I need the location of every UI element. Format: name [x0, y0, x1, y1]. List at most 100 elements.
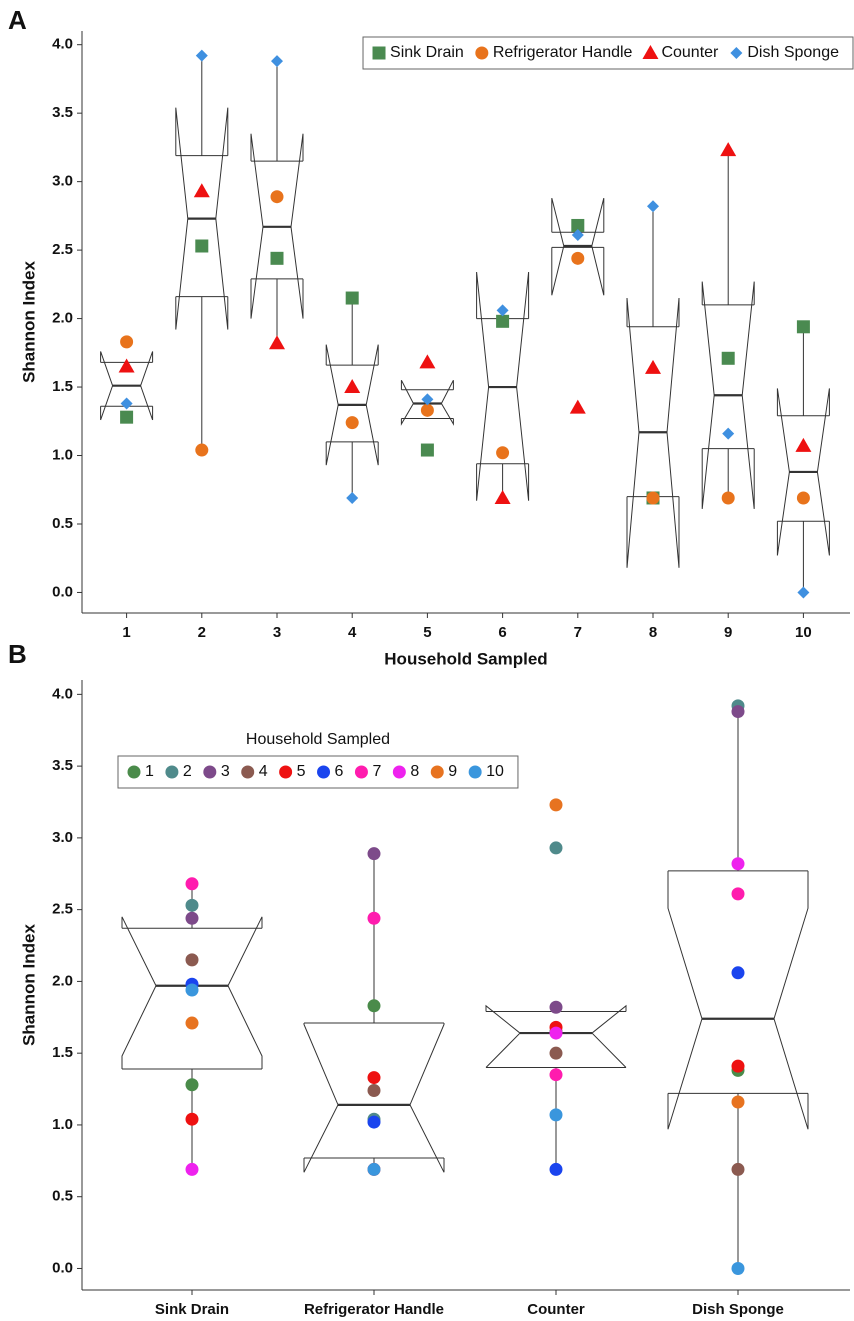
- point: [367, 999, 381, 1013]
- point: [571, 229, 584, 242]
- x-tick-label: Counter: [527, 1301, 585, 1318]
- legend-label: 6: [335, 763, 344, 780]
- point: [731, 1162, 745, 1176]
- box: [776, 326, 830, 593]
- point: [193, 183, 210, 198]
- point: [185, 1078, 199, 1092]
- legend-label: 5: [297, 763, 306, 780]
- x-tick-label: 1: [122, 624, 130, 641]
- point: [195, 239, 209, 253]
- x-tick-label: 9: [724, 624, 732, 641]
- point: [496, 446, 510, 460]
- legend-box: [362, 36, 854, 70]
- point: [367, 1083, 381, 1097]
- box-notch: [485, 1004, 627, 1068]
- point: [731, 887, 745, 901]
- box-notch: [776, 388, 830, 556]
- point: [645, 359, 661, 374]
- point: [549, 1046, 563, 1060]
- box-notch: [303, 1023, 445, 1173]
- point: [185, 983, 199, 997]
- y-tick-label: 0.0: [52, 583, 73, 600]
- x-tick-label: 5: [423, 624, 431, 641]
- point: [549, 1068, 563, 1082]
- point: [549, 1108, 563, 1122]
- legend-label: 4: [259, 763, 268, 780]
- y-tick-label: 1.0: [52, 1116, 73, 1133]
- panel-label: B: [8, 639, 27, 669]
- point: [731, 1261, 745, 1275]
- point: [367, 847, 381, 861]
- y-tick-label: 2.5: [52, 901, 73, 918]
- y-tick-label: 0.5: [52, 1188, 73, 1205]
- point: [367, 1162, 381, 1176]
- legend-marker: [203, 765, 217, 779]
- legend-label: Counter: [661, 44, 719, 61]
- panel-label: A: [8, 5, 27, 35]
- point: [367, 1115, 381, 1129]
- x-tick-label: 7: [574, 624, 582, 641]
- point: [731, 966, 745, 980]
- point: [419, 354, 436, 369]
- point: [120, 335, 134, 349]
- box: [250, 61, 304, 344]
- legend-label: 10: [486, 763, 504, 780]
- box-notch: [667, 870, 809, 1130]
- box-notch: [250, 133, 304, 319]
- x-tick-label: 3: [273, 624, 281, 641]
- y-tick-label: 3.5: [52, 757, 73, 774]
- point: [270, 251, 284, 265]
- legend-marker: [468, 765, 482, 779]
- legend-marker: [730, 47, 743, 59]
- x-axis-title: Household Sampled: [384, 649, 547, 668]
- y-tick-label: 1.0: [52, 446, 73, 463]
- box-notch: [121, 916, 263, 1069]
- box-notch: [551, 197, 605, 296]
- y-tick-label: 2.0: [52, 972, 73, 989]
- point: [346, 491, 359, 504]
- y-tick-label: 1.5: [52, 378, 73, 395]
- point: [731, 705, 745, 719]
- legend: 1 2 3 4 5 6 7 8 9 10: [127, 763, 504, 780]
- box: [175, 55, 229, 451]
- legend-label: Sink Drain: [390, 44, 464, 61]
- box: [701, 150, 755, 509]
- point: [569, 399, 586, 414]
- y-tick-label: 4.0: [52, 36, 73, 53]
- box: [667, 705, 809, 1269]
- legend-label: 7: [372, 763, 381, 780]
- legend-label: 8: [410, 763, 419, 780]
- legend-marker: [279, 765, 293, 779]
- point: [721, 351, 735, 365]
- y-axis-title: Shannon Index: [19, 924, 38, 1046]
- legend-marker: [475, 46, 489, 60]
- legend-marker: [165, 765, 179, 779]
- box-notch: [476, 271, 530, 501]
- point: [185, 1112, 199, 1126]
- point: [344, 379, 361, 394]
- point: [795, 437, 812, 452]
- point: [571, 218, 585, 232]
- point: [646, 491, 660, 505]
- point: [271, 55, 283, 68]
- legend-marker: [241, 765, 255, 779]
- box: [303, 853, 445, 1173]
- point: [549, 1026, 563, 1040]
- point: [549, 1000, 563, 1014]
- legend-marker: [127, 765, 141, 779]
- x-tick-label: Sink Drain: [155, 1301, 229, 1318]
- y-tick-label: 3.0: [52, 173, 73, 190]
- x-tick-label: 2: [198, 624, 206, 641]
- y-tick-label: 1.5: [52, 1044, 73, 1061]
- legend-label: Dish Sponge: [747, 44, 839, 61]
- point: [496, 314, 510, 328]
- point: [185, 1162, 199, 1176]
- point: [494, 489, 511, 504]
- point: [120, 397, 133, 410]
- box-notch: [325, 344, 379, 466]
- legend-label: 2: [183, 763, 192, 780]
- box: [325, 298, 379, 498]
- point: [367, 911, 381, 925]
- point: [185, 898, 199, 912]
